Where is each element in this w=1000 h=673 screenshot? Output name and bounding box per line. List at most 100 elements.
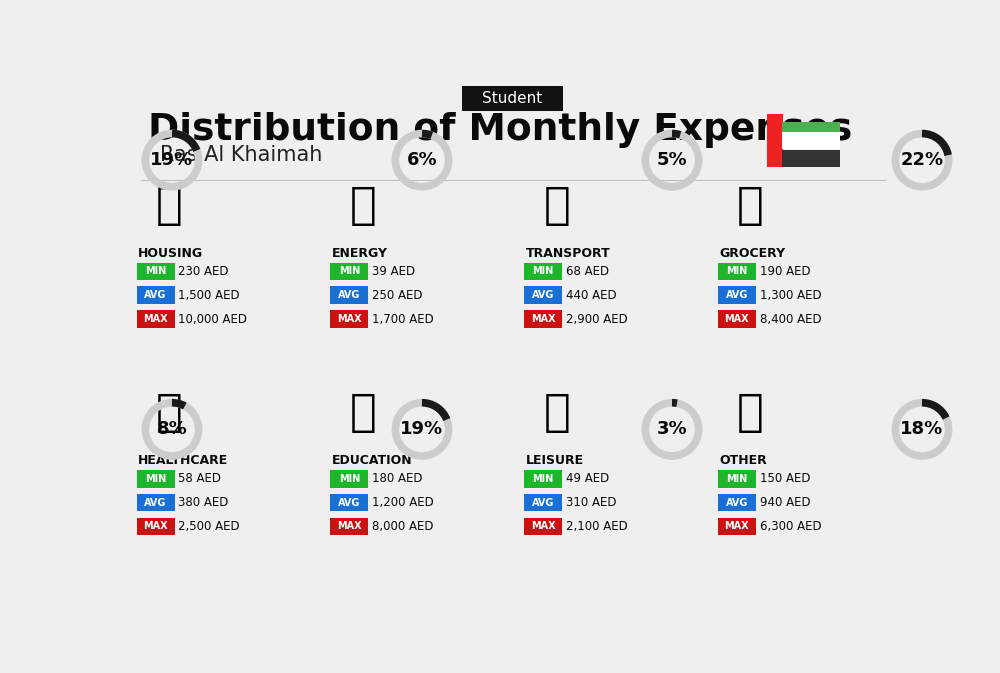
Text: Ras Al Khaimah: Ras Al Khaimah — [160, 145, 322, 166]
Text: MAX: MAX — [531, 522, 555, 532]
Text: AVG: AVG — [726, 497, 748, 507]
Text: AVG: AVG — [532, 497, 554, 507]
Text: 🛒: 🛒 — [737, 184, 764, 227]
Text: MIN: MIN — [339, 474, 360, 484]
Text: MAX: MAX — [725, 522, 749, 532]
FancyBboxPatch shape — [137, 494, 175, 511]
FancyBboxPatch shape — [782, 132, 840, 149]
FancyBboxPatch shape — [462, 86, 563, 111]
Text: 22%: 22% — [900, 151, 944, 169]
Text: Distribution of Monthly Expenses: Distribution of Monthly Expenses — [148, 112, 852, 148]
Text: MIN: MIN — [726, 267, 747, 277]
Text: HEALTHCARE: HEALTHCARE — [138, 454, 228, 467]
Text: MIN: MIN — [532, 267, 554, 277]
Text: Student: Student — [482, 91, 543, 106]
FancyBboxPatch shape — [718, 518, 756, 535]
Text: 19%: 19% — [150, 151, 194, 169]
Text: AVG: AVG — [338, 290, 361, 300]
Text: MIN: MIN — [726, 474, 747, 484]
Text: MAX: MAX — [143, 314, 168, 324]
Text: ENERGY: ENERGY — [332, 246, 388, 260]
Text: OTHER: OTHER — [719, 454, 767, 467]
FancyBboxPatch shape — [718, 287, 756, 304]
Text: EDUCATION: EDUCATION — [332, 454, 413, 467]
Text: 19%: 19% — [400, 421, 444, 438]
Text: AVG: AVG — [144, 290, 167, 300]
Text: 230 AED: 230 AED — [178, 265, 229, 278]
FancyBboxPatch shape — [718, 470, 756, 487]
FancyBboxPatch shape — [137, 287, 175, 304]
Text: 190 AED: 190 AED — [760, 265, 810, 278]
Text: HOUSING: HOUSING — [138, 246, 203, 260]
Text: MAX: MAX — [143, 522, 168, 532]
Text: MAX: MAX — [725, 314, 749, 324]
Text: MIN: MIN — [532, 474, 554, 484]
Text: TRANSPORT: TRANSPORT — [526, 246, 610, 260]
Text: 18%: 18% — [900, 421, 944, 438]
FancyBboxPatch shape — [524, 494, 562, 511]
Text: 68 AED: 68 AED — [566, 265, 609, 278]
Text: 940 AED: 940 AED — [760, 496, 810, 509]
FancyBboxPatch shape — [524, 287, 562, 304]
FancyBboxPatch shape — [718, 494, 756, 511]
Text: 2,100 AED: 2,100 AED — [566, 520, 628, 533]
Text: 💰: 💰 — [737, 391, 764, 434]
Text: 10,000 AED: 10,000 AED — [178, 313, 247, 326]
FancyBboxPatch shape — [137, 518, 175, 535]
Text: 58 AED: 58 AED — [178, 472, 221, 485]
Text: 6,300 AED: 6,300 AED — [760, 520, 821, 533]
Text: 49 AED: 49 AED — [566, 472, 609, 485]
FancyBboxPatch shape — [330, 494, 368, 511]
Text: GROCERY: GROCERY — [719, 246, 786, 260]
Text: MIN: MIN — [145, 267, 166, 277]
Text: AVG: AVG — [144, 497, 167, 507]
Text: 8%: 8% — [157, 421, 187, 438]
Text: 2,500 AED: 2,500 AED — [178, 520, 240, 533]
FancyBboxPatch shape — [782, 150, 840, 167]
Text: MAX: MAX — [337, 522, 362, 532]
FancyBboxPatch shape — [718, 310, 756, 328]
FancyBboxPatch shape — [767, 114, 783, 167]
FancyBboxPatch shape — [524, 470, 562, 487]
Text: 1,700 AED: 1,700 AED — [372, 313, 434, 326]
Text: 🚌: 🚌 — [543, 184, 570, 227]
Text: 310 AED: 310 AED — [566, 496, 616, 509]
Text: 🛍: 🛍 — [543, 391, 570, 434]
FancyBboxPatch shape — [782, 122, 840, 139]
FancyBboxPatch shape — [330, 262, 368, 280]
Text: 🏢: 🏢 — [156, 184, 183, 227]
Text: 🔌: 🔌 — [350, 184, 376, 227]
FancyBboxPatch shape — [718, 262, 756, 280]
Text: 3%: 3% — [657, 421, 687, 438]
Text: MAX: MAX — [531, 314, 555, 324]
Text: 🎓: 🎓 — [350, 391, 376, 434]
Text: 8,400 AED: 8,400 AED — [760, 313, 821, 326]
Text: MIN: MIN — [339, 267, 360, 277]
FancyBboxPatch shape — [524, 310, 562, 328]
FancyBboxPatch shape — [330, 470, 368, 487]
Text: 1,500 AED: 1,500 AED — [178, 289, 240, 302]
Text: 1,200 AED: 1,200 AED — [372, 496, 434, 509]
FancyBboxPatch shape — [137, 470, 175, 487]
FancyBboxPatch shape — [330, 518, 368, 535]
Text: LEISURE: LEISURE — [526, 454, 584, 467]
Text: 250 AED: 250 AED — [372, 289, 423, 302]
FancyBboxPatch shape — [524, 518, 562, 535]
Text: 39 AED: 39 AED — [372, 265, 415, 278]
Text: 440 AED: 440 AED — [566, 289, 617, 302]
Text: AVG: AVG — [338, 497, 361, 507]
Text: 380 AED: 380 AED — [178, 496, 229, 509]
Text: AVG: AVG — [726, 290, 748, 300]
Text: 6%: 6% — [407, 151, 437, 169]
Text: AVG: AVG — [532, 290, 554, 300]
Text: 150 AED: 150 AED — [760, 472, 810, 485]
Text: 180 AED: 180 AED — [372, 472, 423, 485]
Text: MIN: MIN — [145, 474, 166, 484]
FancyBboxPatch shape — [330, 310, 368, 328]
FancyBboxPatch shape — [524, 262, 562, 280]
Text: 💓: 💓 — [156, 391, 183, 434]
FancyBboxPatch shape — [137, 262, 175, 280]
Text: 2,900 AED: 2,900 AED — [566, 313, 628, 326]
Text: 1,300 AED: 1,300 AED — [760, 289, 821, 302]
FancyBboxPatch shape — [137, 310, 175, 328]
